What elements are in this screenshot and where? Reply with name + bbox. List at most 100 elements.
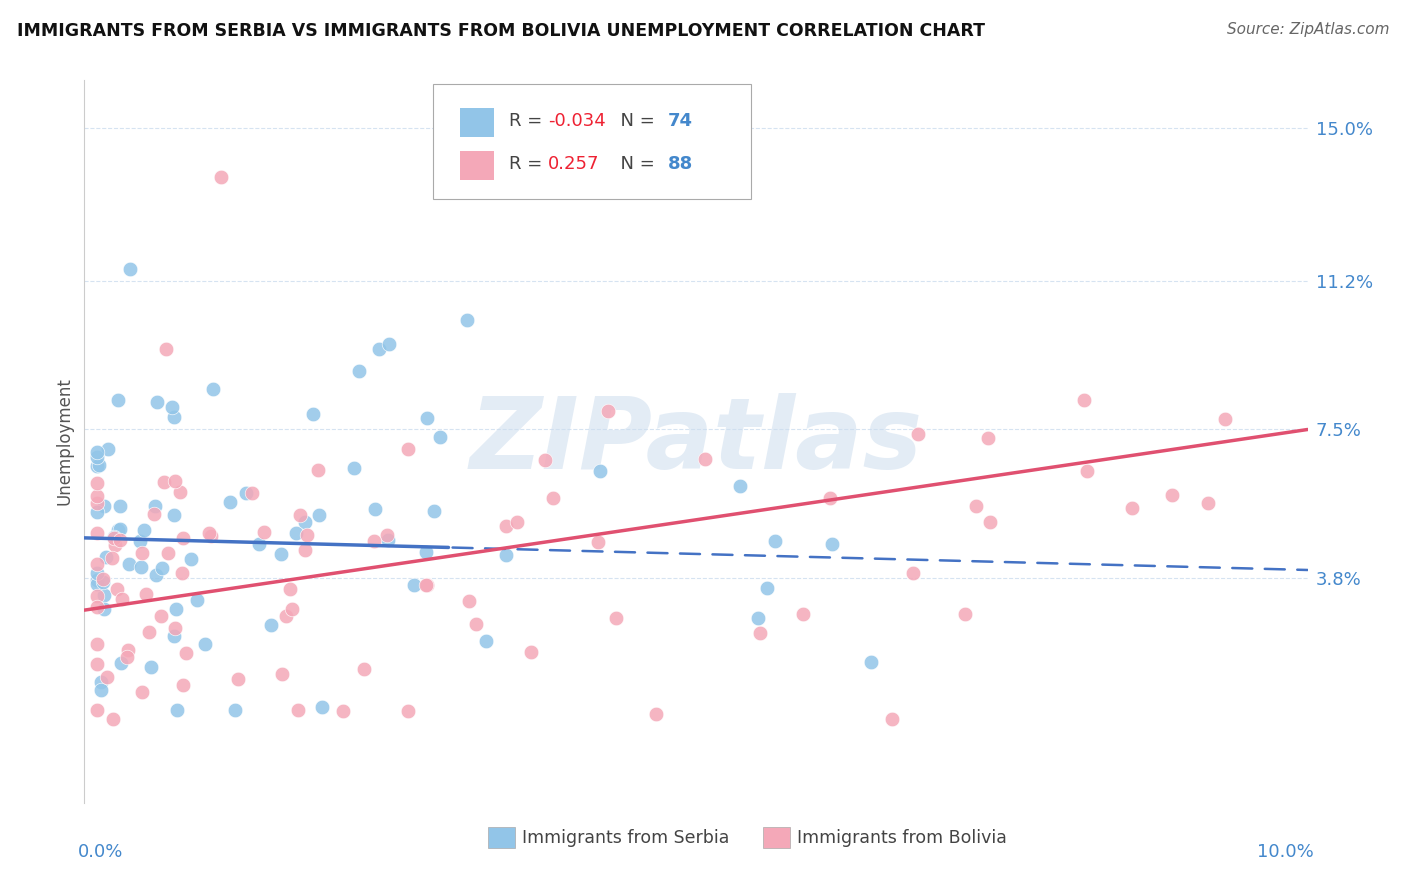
Point — [456, 313, 478, 327]
Point — [302, 407, 325, 421]
Point — [534, 452, 557, 467]
Point — [416, 411, 439, 425]
Point — [276, 609, 298, 624]
Point — [86, 589, 108, 603]
Point — [142, 508, 165, 522]
Point — [882, 712, 904, 726]
Point — [332, 704, 354, 718]
Point — [146, 395, 169, 409]
Point — [156, 546, 179, 560]
Point — [955, 607, 977, 621]
Point — [224, 703, 246, 717]
Point — [96, 550, 118, 565]
Point — [260, 618, 283, 632]
Text: IMMIGRANTS FROM SERBIA VS IMMIGRANTS FROM BOLIVIA UNEMPLOYMENT CORRELATION CHART: IMMIGRANTS FROM SERBIA VS IMMIGRANTS FRO… — [17, 22, 984, 40]
Point — [1213, 411, 1236, 425]
Point — [311, 700, 333, 714]
Point — [108, 533, 131, 547]
Point — [979, 515, 1001, 529]
Point — [200, 528, 222, 542]
Point — [186, 593, 208, 607]
Point — [163, 629, 186, 643]
Point — [110, 656, 132, 670]
Point — [180, 551, 202, 566]
Point — [143, 500, 166, 514]
Point — [132, 523, 155, 537]
Point — [818, 491, 841, 505]
Point — [120, 261, 142, 276]
Point — [605, 611, 627, 625]
Point — [107, 392, 129, 407]
Point — [763, 533, 786, 548]
Point — [129, 559, 152, 574]
FancyBboxPatch shape — [763, 827, 790, 848]
Point — [96, 670, 118, 684]
Point — [280, 602, 302, 616]
Point — [107, 523, 129, 537]
Point — [240, 486, 263, 500]
Point — [907, 426, 929, 441]
Point — [693, 452, 716, 467]
Point — [1160, 488, 1182, 502]
Point — [105, 582, 128, 596]
Point — [644, 706, 666, 721]
Point — [194, 636, 217, 650]
Point — [423, 504, 446, 518]
Y-axis label: Unemployment: Unemployment — [55, 377, 73, 506]
Point — [475, 634, 498, 648]
Text: N =: N = — [609, 112, 661, 130]
Point — [977, 431, 1000, 445]
Point — [429, 430, 451, 444]
Point — [253, 525, 276, 540]
Point — [294, 542, 316, 557]
Point — [198, 526, 221, 541]
Point — [377, 533, 399, 548]
Point — [506, 515, 529, 529]
Point — [364, 501, 387, 516]
Point — [821, 537, 844, 551]
Point — [150, 561, 173, 575]
Point — [287, 703, 309, 717]
Point — [103, 530, 125, 544]
Text: Immigrants from Bolivia: Immigrants from Bolivia — [797, 830, 1007, 847]
Point — [165, 621, 187, 635]
Point — [87, 458, 110, 473]
Point — [209, 169, 232, 184]
Point — [792, 607, 814, 621]
Point — [117, 643, 139, 657]
Point — [86, 600, 108, 615]
Point — [118, 558, 141, 572]
Point — [284, 525, 307, 540]
Point — [1076, 464, 1098, 478]
Point — [155, 342, 177, 356]
Point — [91, 575, 114, 590]
Point — [86, 526, 108, 541]
Text: -0.034: -0.034 — [548, 112, 606, 130]
Point — [165, 602, 187, 616]
Point — [458, 594, 481, 608]
Point — [375, 527, 398, 541]
Point — [169, 484, 191, 499]
Point — [115, 649, 138, 664]
Point — [415, 545, 437, 559]
Point — [416, 578, 439, 592]
Text: 10.0%: 10.0% — [1257, 843, 1313, 861]
Point — [93, 499, 115, 513]
Point — [1073, 393, 1095, 408]
Point — [152, 475, 174, 489]
Point — [172, 532, 194, 546]
Point — [90, 675, 112, 690]
FancyBboxPatch shape — [488, 827, 515, 848]
Point — [728, 479, 751, 493]
Point — [596, 403, 619, 417]
Point — [145, 568, 167, 582]
Point — [103, 531, 125, 545]
Text: 0.0%: 0.0% — [79, 843, 124, 861]
FancyBboxPatch shape — [460, 151, 494, 180]
Point — [111, 592, 134, 607]
Text: 74: 74 — [668, 112, 693, 130]
Point — [172, 678, 194, 692]
Point — [108, 499, 131, 513]
Text: 0.257: 0.257 — [548, 155, 599, 173]
Point — [464, 616, 486, 631]
